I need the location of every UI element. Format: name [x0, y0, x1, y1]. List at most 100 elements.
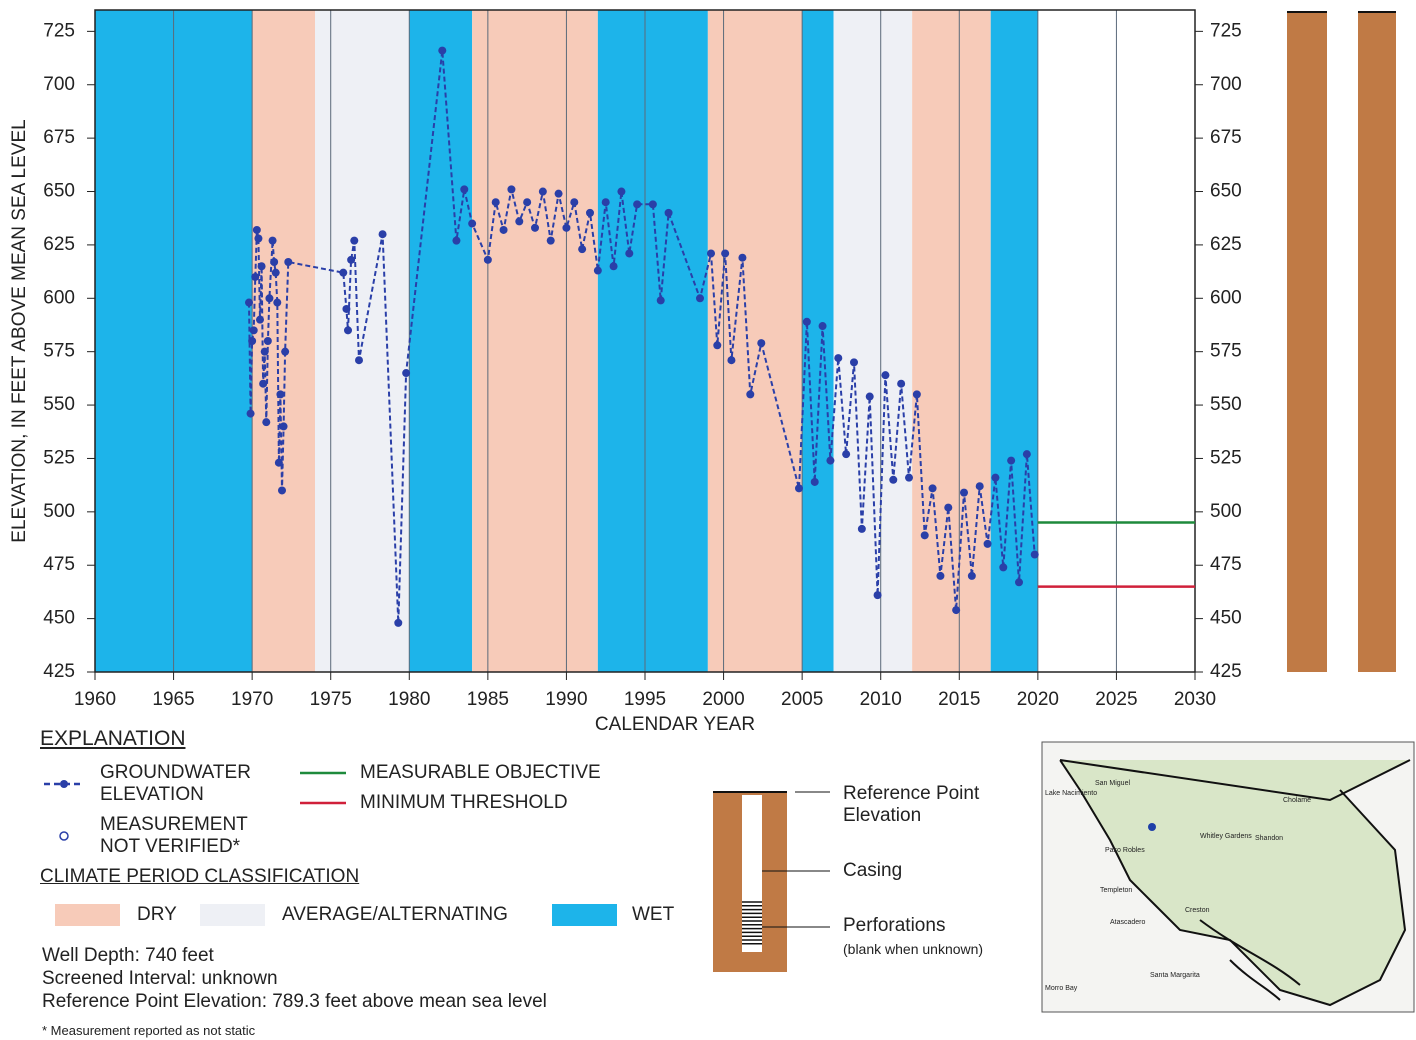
data-point [280, 422, 288, 430]
page: 1960196519701975198019851990199520002005… [0, 0, 1416, 1040]
y-tick-label: 600 [43, 287, 75, 308]
data-point [713, 341, 721, 349]
data-point [610, 262, 618, 270]
data-point [811, 478, 819, 486]
data-point [834, 354, 842, 362]
y-tick-label: 575 [1210, 341, 1242, 362]
data-point [273, 299, 281, 307]
legend-swatch [552, 904, 617, 926]
data-point [339, 269, 347, 277]
footnote: * Measurement reported as not static [42, 1020, 255, 1040]
data-point [276, 390, 284, 398]
data-point [602, 198, 610, 206]
data-point [874, 591, 882, 599]
climate-band [708, 10, 802, 672]
legend-label: WET [632, 904, 674, 926]
data-point [275, 459, 283, 467]
data-point [594, 267, 602, 275]
map-label: Creston [1185, 907, 1210, 914]
x-tick-label: 1960 [74, 689, 116, 710]
data-point [617, 188, 625, 196]
data-point [881, 371, 889, 379]
diagram-label: Casing [843, 860, 902, 882]
legend-label: DRY [137, 904, 177, 926]
data-point [253, 226, 261, 234]
data-point [281, 348, 289, 356]
data-point [578, 245, 586, 253]
map-label: Santa Margarita [1150, 972, 1200, 979]
data-point [492, 198, 500, 206]
x-tick-label: 2000 [702, 689, 744, 710]
data-point [438, 47, 446, 55]
data-point [665, 209, 673, 217]
data-point [547, 237, 555, 245]
x-tick-label: 1990 [545, 689, 587, 710]
x-tick-label: 1965 [152, 689, 194, 710]
data-point [344, 326, 352, 334]
y-tick-label: 425 [43, 661, 75, 682]
map-label: Shandon [1255, 835, 1283, 842]
y-tick-label: 625 [43, 234, 75, 255]
y-tick-label: 450 [43, 608, 75, 629]
data-point [248, 337, 256, 345]
y-tick-label: 725 [43, 20, 75, 41]
data-point [999, 563, 1007, 571]
data-point [256, 316, 264, 324]
data-point [570, 198, 578, 206]
legend-marker [60, 832, 68, 840]
data-point [897, 380, 905, 388]
y-tick-label: 450 [1210, 608, 1242, 629]
data-point [272, 269, 280, 277]
data-point [1023, 450, 1031, 458]
data-point [265, 294, 273, 302]
data-point [858, 525, 866, 533]
data-point [460, 185, 468, 193]
data-point [757, 339, 765, 347]
data-point [746, 390, 754, 398]
data-point [696, 294, 704, 302]
legend-swatch [200, 904, 265, 926]
legend-swatch [55, 904, 120, 926]
diagram-label: Reference Point Elevation [843, 783, 1003, 827]
data-point [1015, 578, 1023, 586]
y-tick-label: 700 [1210, 74, 1242, 95]
data-point [633, 200, 641, 208]
plot: 1960196519701975198019851990199520002005… [9, 10, 1242, 735]
data-point [394, 619, 402, 627]
legend-label: MEASUREMENT NOT VERIFIED* [100, 814, 290, 858]
data-point [247, 410, 255, 418]
data-point [555, 190, 563, 198]
data-point [507, 185, 515, 193]
y-tick-label: 475 [1210, 554, 1242, 575]
data-point [539, 188, 547, 196]
map-label: Cholame [1283, 797, 1311, 804]
climate-band [472, 10, 598, 672]
data-point [258, 262, 266, 270]
data-point [944, 504, 952, 512]
data-point [254, 234, 262, 242]
data-point [991, 474, 999, 482]
y-tick-label: 725 [1210, 20, 1242, 41]
data-point [484, 256, 492, 264]
x-tick-label: 1985 [467, 689, 509, 710]
data-point [245, 299, 253, 307]
y-axis-title: ELEVATION, IN FEET ABOVE MEAN SEA LEVEL [9, 119, 30, 542]
data-point [889, 476, 897, 484]
data-point [657, 296, 665, 304]
well-column [1287, 12, 1327, 672]
data-point [251, 273, 259, 281]
data-point [515, 217, 523, 225]
legend-label: AVERAGE/ALTERNATING [282, 904, 508, 926]
x-tick-label: 2025 [1095, 689, 1137, 710]
data-point [264, 337, 272, 345]
well-diagram [713, 792, 830, 972]
data-point [500, 226, 508, 234]
data-point [284, 258, 292, 266]
map-label: San Miguel [1095, 780, 1130, 787]
y-tick-label: 675 [1210, 127, 1242, 148]
data-point [984, 540, 992, 548]
climate-band [991, 10, 1038, 672]
x-tick-label: 1970 [231, 689, 273, 710]
y-tick-label: 625 [1210, 234, 1242, 255]
data-point [379, 230, 387, 238]
